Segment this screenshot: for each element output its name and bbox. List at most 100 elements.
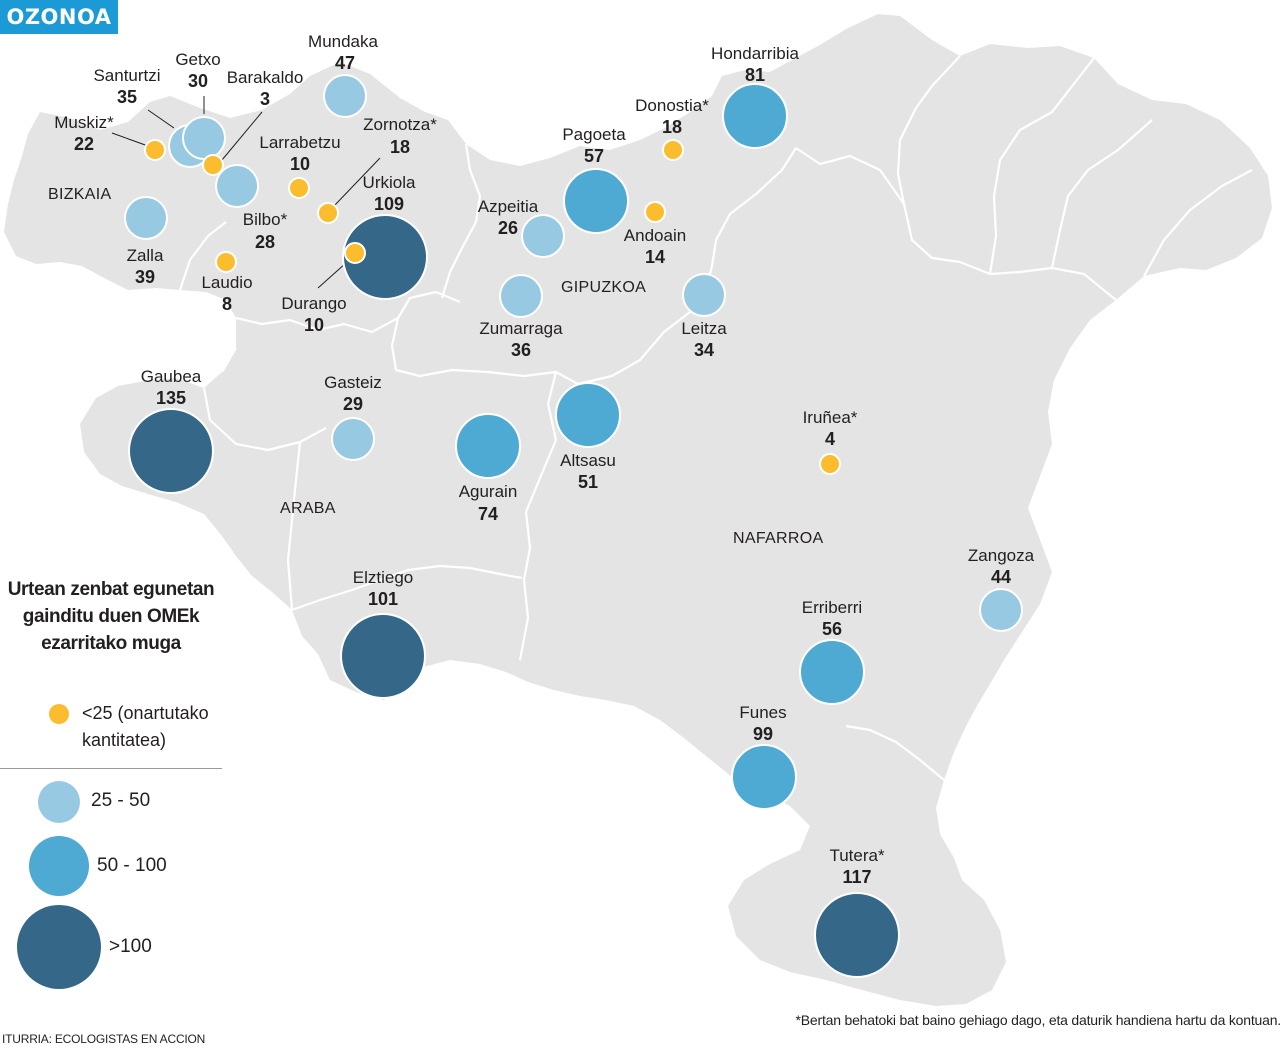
station-circle xyxy=(215,164,259,208)
station-azpeitia: Azpeitia 26 xyxy=(478,197,565,258)
station-name: Getxo xyxy=(175,50,220,69)
station-value: 57 xyxy=(584,146,604,166)
station-altsasu: Altsasu 51 xyxy=(555,382,621,492)
station-zornotza: Zornotza* 18 xyxy=(317,115,437,224)
station-barakaldo: Barakaldo 3 xyxy=(202,68,304,176)
station-circle xyxy=(317,202,339,224)
station-circle xyxy=(722,83,788,149)
station-value: 39 xyxy=(135,267,155,287)
station-name: Santurtzi xyxy=(93,66,160,85)
station-value: 29 xyxy=(343,394,363,414)
station-circle xyxy=(331,417,375,461)
province-label-bizkaia: BIZKAIA xyxy=(48,186,111,203)
station-name: Iruñea* xyxy=(803,408,858,427)
station-name: Muskiz* xyxy=(54,113,114,132)
station-value: 74 xyxy=(478,504,498,524)
station-circle xyxy=(731,744,797,810)
station-name: Zornotza* xyxy=(363,115,437,134)
station-name: Gasteiz xyxy=(324,373,382,392)
station-elztiego: Elztiego 101 xyxy=(340,568,426,699)
station-name: Urkiola xyxy=(363,173,416,192)
station-circle xyxy=(128,408,214,494)
legend-range-light: 25 - 50 xyxy=(91,790,151,811)
station-circle xyxy=(342,214,428,300)
station-circle xyxy=(455,413,521,479)
station-value: 99 xyxy=(753,724,773,744)
station-funes: Funes 99 xyxy=(731,703,797,810)
border-lines xyxy=(119,55,1253,781)
station-name: Tutera* xyxy=(829,846,885,865)
station-bilbo: Bilbo* 28 xyxy=(215,164,288,252)
station-gasteiz: Gasteiz 29 xyxy=(324,373,382,461)
station-circle xyxy=(682,273,726,317)
station-zangoza: Zangoza 44 xyxy=(968,546,1035,632)
station-andoain: Andoain 14 xyxy=(624,201,686,267)
province-label-nafarroa: NAFARROA xyxy=(733,530,823,547)
station-hondarribia: Hondarribia 81 xyxy=(711,44,799,149)
station-name: Funes xyxy=(739,703,786,722)
leader-lines xyxy=(111,96,381,289)
province-label-gipuzkoa: GIPUZKOA xyxy=(561,279,646,296)
section-tag: OZONOA xyxy=(0,0,118,34)
station-value: 4 xyxy=(825,429,835,449)
station-value: 14 xyxy=(645,247,665,267)
station-name: Larrabetzu xyxy=(259,133,340,152)
station-name: Hondarribia xyxy=(711,44,799,63)
legend-range-high: >100 xyxy=(109,936,152,957)
station-agurain: Agurain 74 xyxy=(455,413,521,524)
station-circle xyxy=(288,177,310,199)
footnote: *Bertan behatoki bat baino gehiago dago,… xyxy=(795,1012,1282,1028)
station-leitza: Leitza 34 xyxy=(681,273,727,360)
station-circle xyxy=(215,251,237,273)
station-laudio: Laudio 8 xyxy=(201,251,253,314)
station-value: 34 xyxy=(694,340,714,360)
station-value: 35 xyxy=(117,87,137,107)
station-name: Pagoeta xyxy=(562,125,626,144)
station-value: 18 xyxy=(390,137,410,157)
station-circle xyxy=(144,139,166,161)
legend-light-circle xyxy=(38,781,80,823)
station-value: 117 xyxy=(842,867,871,887)
station-circle xyxy=(521,214,565,258)
station-name: Agurain xyxy=(459,482,518,501)
station-circle xyxy=(124,196,168,240)
station-mundaka: Mundaka 47 xyxy=(308,32,379,118)
source-credit: ITURRIA: ECOLOGISTAS EN ACCION xyxy=(2,1032,206,1046)
station-value: 109 xyxy=(374,194,404,214)
station-circle xyxy=(555,382,621,448)
station-value: 47 xyxy=(335,53,355,73)
station-name: Mundaka xyxy=(308,32,378,51)
station-value: 56 xyxy=(822,619,842,639)
station-name: Barakaldo xyxy=(227,68,304,87)
legend-range-mid: 50 - 100 xyxy=(97,855,167,876)
legend-mid-circle xyxy=(29,836,89,896)
station-larrabetzu: Larrabetzu 10 xyxy=(259,133,341,199)
station-name: Donostia* xyxy=(635,96,709,115)
station-name: Laudio xyxy=(201,273,252,292)
station-value: 3 xyxy=(260,89,270,109)
legend-divider xyxy=(0,768,222,769)
station-gaubea: Gaubea 135 xyxy=(128,367,214,494)
station-circle xyxy=(499,274,543,318)
legend-low-label: <25 (onartutako kantitatea) xyxy=(82,703,209,750)
station-circle xyxy=(563,168,629,234)
station-circle xyxy=(814,892,900,978)
station-circle xyxy=(819,453,841,475)
station-donostia: Donostia* 18 xyxy=(635,96,709,161)
legend-low-dot xyxy=(49,704,69,724)
station-name: Zalla xyxy=(127,246,164,265)
station-name: Gaubea xyxy=(141,367,202,386)
station-circle xyxy=(644,201,666,223)
station-name: Bilbo* xyxy=(243,210,288,229)
station-value: 28 xyxy=(255,232,275,252)
station-tutera: Tutera* 117 xyxy=(814,846,900,978)
station-irunea: Iruñea* 4 xyxy=(803,408,858,475)
province-label-araba: ARABA xyxy=(280,500,336,517)
station-zumarraga: Zumarraga 36 xyxy=(479,274,563,360)
station-value: 10 xyxy=(304,315,324,335)
station-value: 10 xyxy=(290,154,310,174)
station-getxo: Getxo 30 xyxy=(175,50,226,160)
station-value: 26 xyxy=(498,218,518,238)
